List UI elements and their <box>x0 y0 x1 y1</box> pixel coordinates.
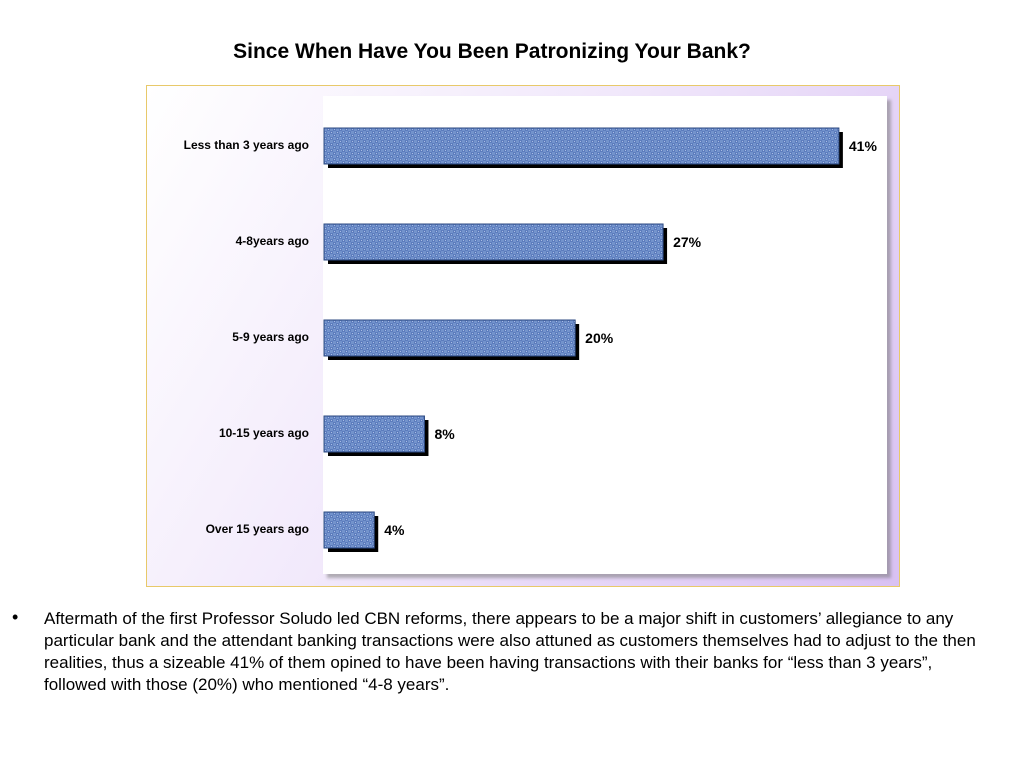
bar <box>323 415 425 453</box>
bullet-icon: • <box>12 607 19 627</box>
bar <box>323 127 840 165</box>
category-label: Over 15 years ago <box>205 522 309 536</box>
category-label: 4-8years ago <box>235 234 309 248</box>
bar-value-label: 27% <box>673 234 702 250</box>
bar-value-label: 8% <box>434 426 455 442</box>
category-label: 10-15 years ago <box>218 426 309 440</box>
category-label: 5-9 years ago <box>232 330 309 344</box>
bullet-text: Aftermath of the first Professor Soludo … <box>44 609 976 694</box>
chart-frame: Less than 3 years ago 4-8years ago 5-9 yea… <box>146 85 900 587</box>
bar-value-label: 41% <box>849 138 878 154</box>
bar-chart: 41% 27% 20% 8% 4% <box>323 127 878 552</box>
bar-value-label: 20% <box>585 330 614 346</box>
bar <box>323 511 375 549</box>
bar <box>323 223 664 261</box>
bar-value-label: 4% <box>384 522 405 538</box>
bar <box>323 319 576 357</box>
category-label: Less than 3 years ago <box>183 138 309 152</box>
chart-title: Since When Have You Been Patronizing You… <box>233 40 751 63</box>
